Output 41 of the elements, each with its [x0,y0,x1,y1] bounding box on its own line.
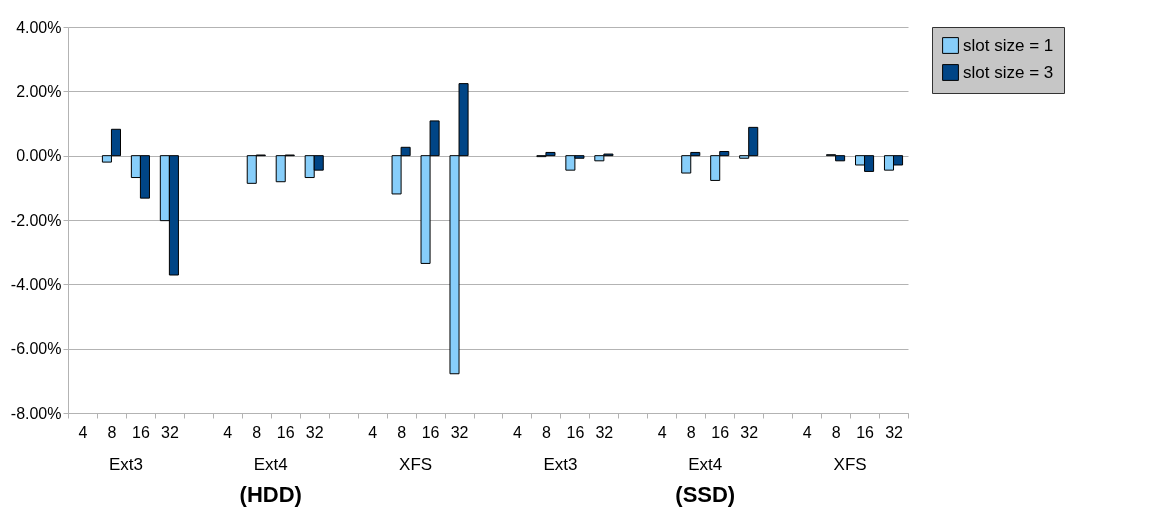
x-tick-label: 8 [541,423,551,441]
text: XFS [399,455,433,474]
x-tick-label: 4 [78,423,88,441]
x-tick-label: 4 [802,423,812,441]
x-tick-label: 4 [368,423,378,441]
text: XFS [833,455,867,474]
x-tick-label: 16 [566,423,585,441]
x-tick-label: 32 [450,423,469,441]
x-tick-label: 32 [595,423,614,441]
y-tick-label: 4.00% [16,18,62,36]
text: Ext4 [688,455,723,474]
x-tick-label: 8 [397,423,407,441]
x-tick-label: 16 [421,423,440,441]
x-tick-label: 32 [885,423,904,441]
text: Ext3 [543,455,578,474]
x-tick-label: 32 [160,423,179,441]
y-tick-label: -2.00% [10,211,62,229]
y-tick-label: -6.00% [10,340,62,358]
text: Ext3 [108,455,143,474]
x-tick-label: 4 [223,423,233,441]
x-tick-label: 16 [276,423,295,441]
x-tick-label: 16 [711,423,730,441]
legend-label: slot size = 1 [963,35,1054,55]
x-tick-label: 32 [740,423,759,441]
x-tick-label: 8 [107,423,117,441]
x-tick-label: 16 [856,423,875,441]
x-tick-label: 4 [513,423,523,441]
x-tick-label: 8 [831,423,841,441]
text: (HDD) [239,482,302,507]
y-tick-label: -8.00% [10,404,62,422]
y-tick-label: 0.00% [16,147,62,165]
x-tick-label: 8 [686,423,696,441]
x-tick-label: 16 [132,423,150,441]
legend-label: slot size = 3 [963,62,1054,82]
y-tick-label: 2.00% [16,82,62,100]
text: (SSD) [675,482,736,507]
text: Ext4 [253,455,288,474]
x-tick-label: 4 [657,423,667,441]
x-tick-label: 32 [305,423,324,441]
y-tick-label: -4.00% [10,275,62,293]
x-tick-label: 8 [252,423,262,441]
